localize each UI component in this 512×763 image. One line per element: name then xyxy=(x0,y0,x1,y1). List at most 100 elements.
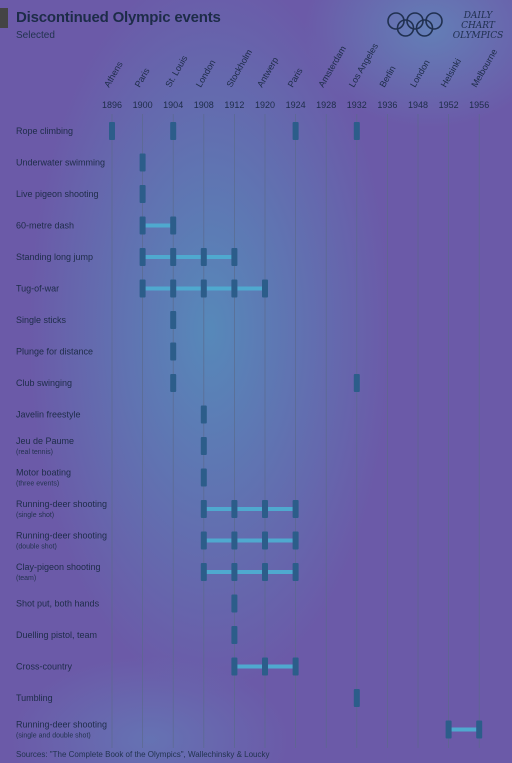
event-marker-0-1932 xyxy=(353,122,360,140)
event-label-0: Rope climbing xyxy=(16,126,73,136)
chart-subtitle: Selected xyxy=(16,30,55,41)
event-marker-17-1920 xyxy=(262,657,268,676)
brand-line-2: CHART xyxy=(461,21,495,31)
city-label-3: London xyxy=(194,58,218,89)
event-label-19: Running-deer shooting xyxy=(16,720,107,730)
city-label-12: Melbourne xyxy=(469,47,499,89)
event-marker-12-1924 xyxy=(292,500,299,518)
event-label-4: Standing long jump xyxy=(16,252,93,262)
event-marker-12-1920 xyxy=(262,500,268,518)
x-tick-label-1920: 1920 xyxy=(255,100,275,110)
event-marker-8-1932 xyxy=(353,374,360,392)
event-marker-8-1904 xyxy=(170,374,177,392)
event-marker-10-1908 xyxy=(200,437,207,455)
brand-line-3: OLYMPICS xyxy=(452,31,504,41)
event-label-17: Cross-country xyxy=(16,662,73,672)
city-label-6: Paris xyxy=(286,66,305,89)
event-label-1: Underwater swimming xyxy=(16,158,105,168)
event-marker-17-1912 xyxy=(231,657,238,676)
event-marker-5-1920 xyxy=(262,279,268,298)
event-marker-17-1924 xyxy=(292,657,299,676)
event-marker-14-1924 xyxy=(292,563,299,581)
event-sublabel-10: (real tennis) xyxy=(16,449,53,456)
city-label-11: Helsinki xyxy=(439,57,463,89)
x-tick-label-1928: 1928 xyxy=(316,100,336,110)
event-marker-5-1908 xyxy=(200,279,207,298)
x-tick-label-1904: 1904 xyxy=(163,100,183,110)
event-marker-14-1920 xyxy=(262,563,268,581)
event-marker-7-1904 xyxy=(170,342,177,361)
x-tick-label-1900: 1900 xyxy=(133,100,153,110)
event-label-7: Plunge for distance xyxy=(16,347,93,357)
event-marker-4-1900 xyxy=(139,248,146,266)
event-label-11: Motor boating xyxy=(16,468,71,478)
event-label-10: Jeu de Paume xyxy=(16,436,74,446)
event-marker-14-1912 xyxy=(231,563,238,581)
event-marker-1-1900 xyxy=(139,153,146,172)
event-marker-12-1912 xyxy=(231,500,238,518)
event-marker-13-1912 xyxy=(231,531,238,550)
event-marker-13-1924 xyxy=(292,531,299,550)
event-marker-14-1908 xyxy=(200,563,207,581)
city-label-8: Los Angeles xyxy=(347,41,380,89)
source-note: Sources: "The Complete Book of the Olymp… xyxy=(16,750,270,759)
brand-logo-text: DAILY CHART OLYMPICS xyxy=(448,11,508,41)
event-marker-11-1908 xyxy=(200,468,207,487)
x-tick-label-1896: 1896 xyxy=(102,100,122,110)
city-label-1: Paris xyxy=(133,66,152,89)
event-marker-9-1908 xyxy=(200,405,207,424)
event-label-9: Javelin freestyle xyxy=(16,410,81,420)
city-label-2: St. Louis xyxy=(163,53,189,89)
event-sublabel-11: (three events) xyxy=(16,481,59,488)
event-marker-13-1920 xyxy=(262,531,268,550)
event-marker-16-1912 xyxy=(231,626,238,644)
event-marker-5-1912 xyxy=(231,279,238,298)
event-marker-0-1904 xyxy=(170,122,177,140)
city-label-5: Antwerp xyxy=(255,55,280,89)
event-marker-19-1956 xyxy=(476,720,483,739)
event-sublabel-19: (single and double shot) xyxy=(16,733,91,740)
event-marker-19-1952 xyxy=(445,720,452,739)
event-label-3: 60-metre dash xyxy=(16,221,74,231)
x-tick-label-1952: 1952 xyxy=(439,100,459,110)
event-marker-12-1908 xyxy=(200,500,207,518)
event-label-5: Tug-of-war xyxy=(16,284,59,294)
event-sublabel-12: (single shot) xyxy=(16,512,54,519)
event-label-8: Club swinging xyxy=(16,378,72,388)
event-label-6: Single sticks xyxy=(16,315,67,325)
event-sublabel-14: (team) xyxy=(16,575,36,582)
x-tick-label-1948: 1948 xyxy=(408,100,428,110)
event-label-16: Duelling pistol, team xyxy=(16,630,97,640)
city-label-9: Berlin xyxy=(377,64,397,89)
event-label-15: Shot put, both hands xyxy=(16,599,100,609)
olympic-rings-icon xyxy=(387,12,443,37)
city-label-10: London xyxy=(408,58,432,89)
event-marker-2-1900 xyxy=(139,185,146,203)
brand-line-1: DAILY xyxy=(463,11,493,21)
event-marker-4-1904 xyxy=(170,248,177,266)
event-marker-4-1908 xyxy=(200,248,207,266)
event-marker-0-1896 xyxy=(109,122,115,140)
event-marker-4-1912 xyxy=(231,248,238,266)
event-sublabel-13: (double shot) xyxy=(16,544,57,551)
x-tick-label-1932: 1932 xyxy=(347,100,367,110)
x-tick-label-1956: 1956 xyxy=(469,100,489,110)
event-label-18: Tumbling xyxy=(16,693,53,703)
event-marker-3-1904 xyxy=(170,216,177,235)
event-marker-5-1900 xyxy=(139,279,146,298)
x-tick-label-1936: 1936 xyxy=(377,100,397,110)
city-label-7: Amsterdam xyxy=(316,44,348,89)
event-marker-6-1904 xyxy=(170,311,177,329)
event-label-14: Clay-pigeon shooting xyxy=(16,562,101,572)
event-marker-5-1904 xyxy=(170,279,177,298)
title-accent-bar xyxy=(0,8,8,28)
event-label-12: Running-deer shooting xyxy=(16,499,107,509)
chart-title: Discontinued Olympic events xyxy=(16,9,221,26)
event-label-13: Running-deer shooting xyxy=(16,531,107,541)
event-label-2: Live pigeon shooting xyxy=(16,189,99,199)
x-tick-label-1924: 1924 xyxy=(286,100,306,110)
x-tick-label-1912: 1912 xyxy=(224,100,244,110)
